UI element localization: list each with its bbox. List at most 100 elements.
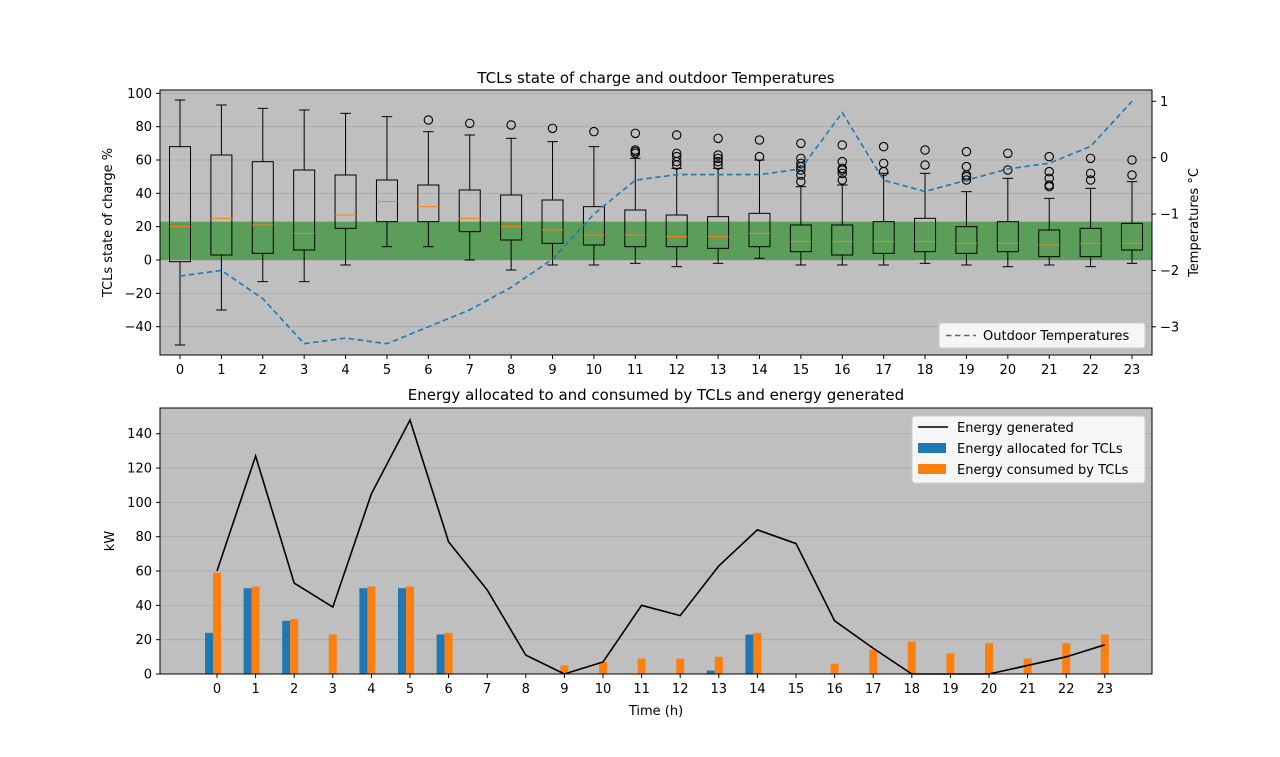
box-plot-19 <box>955 146 978 266</box>
bottom-x-axis-label: Time (h) <box>628 704 683 719</box>
box-plot-18 <box>914 145 937 264</box>
bar-consumed-0 <box>213 572 221 674</box>
bar-consumed-17 <box>869 649 878 674</box>
x-tick-label: 0 <box>213 682 221 697</box>
x-tick-label: 16 <box>826 682 843 697</box>
bar-consumed-5 <box>406 586 414 674</box>
x-tick-label: 8 <box>522 682 530 697</box>
bar-consumed-1 <box>251 586 260 674</box>
box-iqr <box>955 226 978 254</box>
box-plot-17 <box>872 141 895 266</box>
x-tick-label: 12 <box>668 363 685 378</box>
x-tick-label: 4 <box>341 363 349 378</box>
box-outlier <box>506 120 516 130</box>
y2-tick-label: −3 <box>1160 320 1179 335</box>
box-iqr <box>707 216 730 249</box>
bar-consumed-18 <box>907 641 916 674</box>
x-tick-label: 9 <box>548 363 556 378</box>
y-tick-label: 120 <box>127 462 152 477</box>
x-tick-label: 23 <box>1124 363 1141 378</box>
x-tick-label: 1 <box>217 363 225 378</box>
legend-label-energy-consumed: Energy consumed by TCLs <box>957 463 1129 478</box>
box-outlier <box>961 146 972 157</box>
x-tick-label: 1 <box>251 682 259 697</box>
bar-allocated-13 <box>706 670 715 674</box>
x-tick-label: 16 <box>834 363 851 378</box>
box-iqr <box>334 174 357 229</box>
box-iqr <box>624 209 647 248</box>
x-tick-label: 10 <box>586 363 603 378</box>
x-tick-label: 12 <box>672 682 689 697</box>
x-tick-label: 15 <box>793 363 810 378</box>
box-outlier <box>1127 170 1137 180</box>
x-tick-label: 14 <box>749 682 766 697</box>
top-right-y-ticks: −3 −2 −1 0 1 <box>1152 95 1179 335</box>
legend-swatch-energy-consumed <box>918 464 946 474</box>
box-outlier <box>423 115 434 125</box>
bar-allocated-6 <box>436 634 445 674</box>
top-legend-box <box>938 322 1146 349</box>
box-outlier <box>837 156 848 167</box>
box-outlier <box>837 140 848 150</box>
bar-consumed-20 <box>985 643 993 674</box>
box-plot-21 <box>1038 151 1061 266</box>
box-outlier <box>1003 148 1013 159</box>
box-iqr <box>789 224 812 253</box>
bar-allocated-0 <box>205 632 213 674</box>
x-tick-label: 20 <box>1000 363 1017 378</box>
x-tick-label: 13 <box>711 682 728 697</box>
bar-consumed-14 <box>753 632 762 674</box>
x-tick-label: 23 <box>1097 682 1114 697</box>
box-iqr <box>748 212 771 248</box>
box-iqr <box>872 221 895 254</box>
box-iqr <box>458 189 481 233</box>
legend-label-energy-allocated: Energy allocated for TCLs <box>957 442 1123 457</box>
y-tick-label: 20 <box>135 633 152 648</box>
box-outlier <box>713 160 723 170</box>
series-line-outdoor-temperatures <box>179 100 1133 345</box>
bar-consumed-2 <box>290 619 299 674</box>
y2-tick-label: 1 <box>1160 95 1168 110</box>
bar-consumed-22 <box>1062 643 1071 674</box>
y2-tick-label: −2 <box>1160 264 1179 279</box>
box-outlier <box>1044 166 1054 177</box>
y-tick-label: 80 <box>135 120 152 135</box>
y-tick-label: 60 <box>135 565 152 580</box>
box-outlier <box>589 126 599 137</box>
bar-allocated-4 <box>359 588 368 674</box>
bottom-axes-frame <box>159 407 1153 675</box>
x-tick-label: 6 <box>444 682 452 697</box>
x-tick-label: 18 <box>904 682 921 697</box>
bottom-chart-title: Energy allocated to and consumed by TCLs… <box>408 386 904 404</box>
bar-consumed-16 <box>830 663 839 674</box>
x-tick-label: 10 <box>595 682 612 697</box>
box-outlier <box>1044 180 1054 190</box>
box-plot-1 <box>210 104 233 311</box>
bar-consumed-9 <box>560 665 569 674</box>
bar-consumed-6 <box>444 632 453 674</box>
box-plot-2 <box>251 107 274 283</box>
bar-consumed-12 <box>676 658 685 674</box>
box-plot-13 <box>707 133 730 264</box>
box-outlier <box>671 148 682 159</box>
box-outlier <box>1127 155 1137 165</box>
box-plot-6 <box>417 115 440 248</box>
x-tick-label: 0 <box>176 363 184 378</box>
x-tick-label: 3 <box>300 363 308 378</box>
legend-label-energy-generated: Energy generated <box>957 421 1074 436</box>
box-outlier <box>1003 165 1013 175</box>
box-plot-22 <box>1079 153 1102 268</box>
x-tick-label: 5 <box>406 682 414 697</box>
y-tick-label: 20 <box>135 220 152 235</box>
bar-allocated-2 <box>282 620 291 674</box>
bottom-legend: Energy generated Energy allocated for TC… <box>911 415 1146 484</box>
y-tick-label: −20 <box>125 287 152 302</box>
box-plot-7 <box>458 118 481 261</box>
bar-consumed-23 <box>1100 634 1109 674</box>
box-outlier <box>671 151 682 162</box>
box-iqr <box>293 169 316 251</box>
box-outlier <box>837 163 848 174</box>
x-tick-label: 11 <box>633 682 650 697</box>
box-iqr <box>996 221 1019 253</box>
box-outlier <box>671 130 682 140</box>
